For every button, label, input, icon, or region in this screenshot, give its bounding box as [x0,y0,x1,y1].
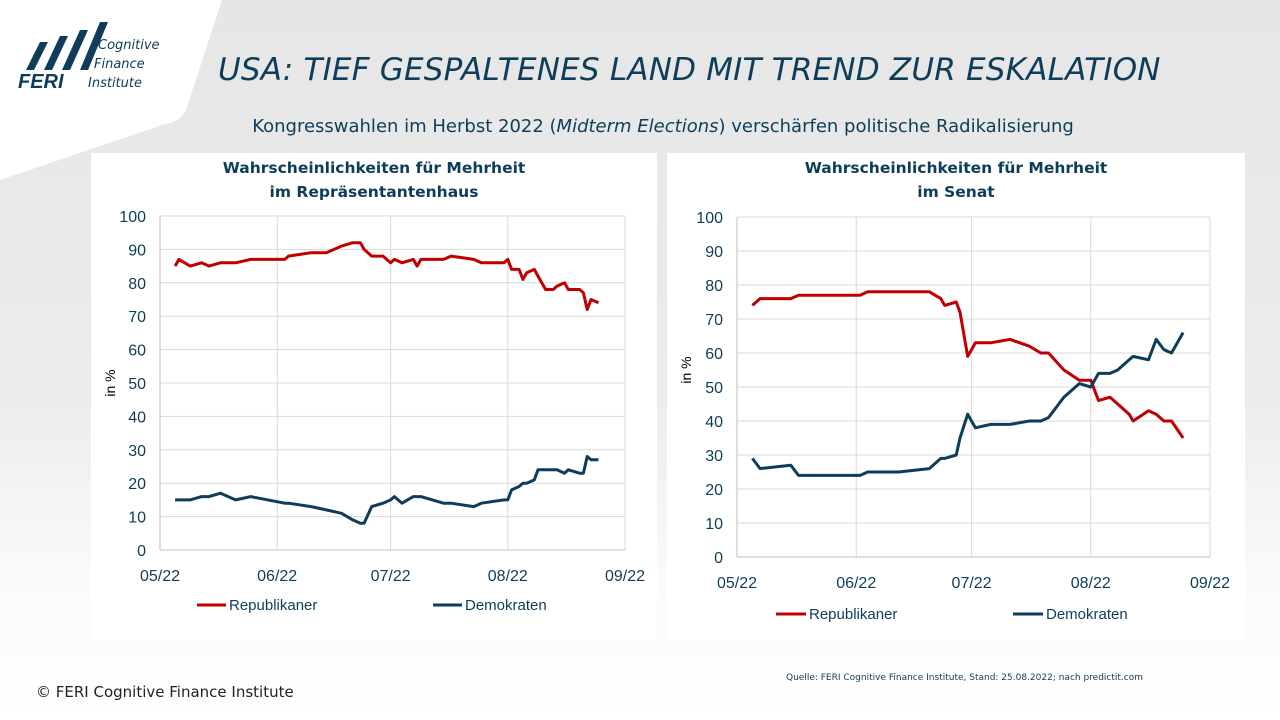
y-tick-label: 50 [128,376,146,393]
y-axis-label: in % [678,356,694,383]
y-tick-label: 60 [128,343,146,360]
series-line-demokraten [175,455,599,525]
y-tick-label: 30 [705,448,723,465]
chart-senate: Wahrscheinlichkeiten für Mehrheit im Sena… [667,153,1245,640]
y-tick-label: 70 [705,312,723,329]
logo-line2: Finance [94,57,145,72]
y-tick-label: 10 [128,510,146,527]
y-tick-label: 70 [128,309,146,326]
y-tick-label: 80 [705,278,723,295]
series-line-demokraten [751,331,1185,477]
y-tick-label: 20 [705,482,723,499]
chart-title-line2: im Repräsentantenhaus [269,183,479,201]
subtitle-emphasis: Midterm Elections [556,116,719,137]
subtitle-pre: Kongresswahlen im Herbst 2022 ( [252,116,557,137]
y-tick-label: 100 [696,210,723,227]
chart-svg: 0 10 20 30 40 50 60 70 80 90 100 05/22 06/22 07/22 08/… [678,210,1230,623]
y-tick-label: 10 [705,516,723,533]
y-tick-label: 40 [128,409,146,426]
y-tick-label: 90 [128,242,146,259]
legend-label-republikaner: Republikaner [229,597,317,614]
source-note: Quelle: FERI Cognitive Finance Institute… [786,673,1144,683]
y-tick-label: 30 [128,443,146,460]
y-tick-label: 0 [137,543,146,560]
y-tick-label: 40 [705,414,723,431]
y-tick-label: 50 [705,380,723,397]
x-tick-label: 07/22 [371,568,411,585]
feri-logo: FERI Cognitive Finance Institute [18,22,168,106]
y-tick-label: 80 [128,276,146,293]
chart-title: Wahrscheinlichkeiten für Mehrheit im Repr… [91,156,657,204]
y-tick-label: 100 [119,209,146,226]
y-tick-label: 60 [705,346,723,363]
x-tick-label: 08/22 [488,568,528,585]
page-subtitle: Kongresswahlen im Herbst 2022 (Midterm E… [218,116,1108,137]
y-tick-label: 0 [714,550,723,567]
series-line-republikaner [751,290,1185,439]
x-tick-label: 07/22 [952,575,992,592]
copyright: © FERI Cognitive Finance Institute [36,683,294,701]
x-tick-label: 05/22 [717,575,757,592]
chart-svg: 0 10 20 30 40 50 60 70 80 90 100 05/22 06/22 07/22 08/… [102,209,645,614]
y-tick-label: 90 [705,244,723,261]
chart-title-line2: im Senat [917,183,995,201]
chart-title-line1: Wahrscheinlichkeiten für Mehrheit [804,159,1108,177]
x-tick-label: 09/22 [1190,575,1230,592]
legend-label-republikaner: Republikaner [809,606,897,623]
x-tick-label: 08/22 [1071,575,1111,592]
series-line-republikaner [173,241,600,311]
subtitle-post: ) verschärfen politische Radikalisierung [718,116,1074,137]
chart-title-line1: Wahrscheinlichkeiten für Mehrheit [222,159,526,177]
legend-label-demokraten: Demokraten [1046,606,1128,623]
legend-label-demokraten: Demokraten [465,597,547,614]
logo-line3: Institute [88,76,142,91]
logo-line1: Cognitive [98,38,160,53]
chart-title: Wahrscheinlichkeiten für Mehrheit im Sena… [667,156,1245,204]
chart-house: Wahrscheinlichkeiten für Mehrheit im Repr… [91,153,657,640]
y-axis-label: in % [102,369,118,396]
x-tick-label: 06/22 [836,575,876,592]
svg-text:FERI: FERI [18,71,64,93]
x-tick-label: 09/22 [605,568,645,585]
x-tick-label: 06/22 [257,568,297,585]
x-tick-label: 05/22 [140,568,180,585]
page-title: USA: TIEF GESPALTENES LAND MIT TREND ZUR… [218,52,1161,88]
y-tick-label: 20 [128,476,146,493]
